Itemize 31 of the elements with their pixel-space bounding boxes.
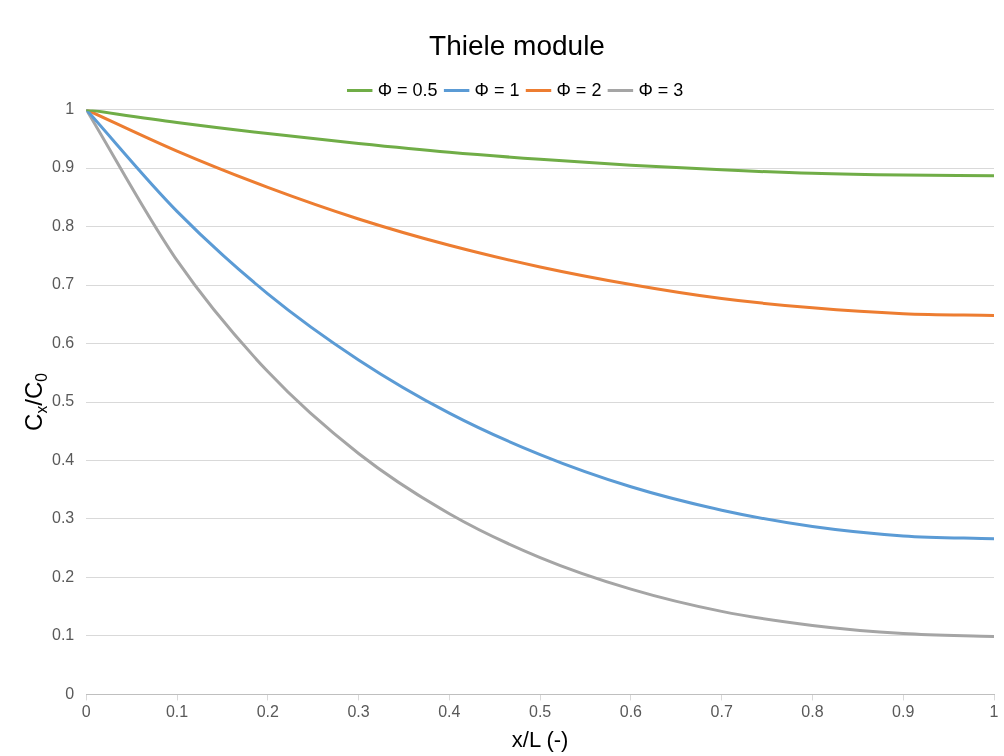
x-tick-label: 1 <box>989 703 999 721</box>
y-tick-label: 0.6 <box>51 333 75 351</box>
x-tick-label: 0.1 <box>165 703 189 721</box>
x-tick-label: 0.3 <box>347 703 370 721</box>
x-tick-label: 0.5 <box>529 703 552 721</box>
x-tick-label: 0.2 <box>256 703 280 721</box>
y-tick-label: 0.9 <box>51 158 75 176</box>
legend-label: Φ = 0.5 <box>377 79 438 100</box>
x-tick-label: 0.7 <box>710 703 733 721</box>
x-tick-label: 0.4 <box>438 703 461 721</box>
y-tick-label: 0.2 <box>51 567 75 585</box>
y-tick-label: 1 <box>65 100 75 118</box>
x-tick-label: 0.8 <box>801 703 824 721</box>
x-axis-title: x/L (-) <box>511 726 569 752</box>
legend-label: Φ = 3 <box>638 79 684 100</box>
line-series <box>86 109 994 541</box>
y-tick-label: 0 <box>65 684 75 702</box>
y-tick-label: 0.8 <box>51 216 75 234</box>
line-series <box>86 109 994 178</box>
y-axis-title: Cx/C0 <box>19 372 50 431</box>
y-tick-label: 0.1 <box>51 626 75 644</box>
y-tick-label: 0.3 <box>51 509 75 527</box>
y-tick-label: 0.7 <box>51 275 75 293</box>
y-tick-label: 0.4 <box>51 450 75 468</box>
x-tick-label: 0.9 <box>892 703 915 721</box>
x-tick-label: 0.6 <box>619 703 643 721</box>
legend-label: Φ = 2 <box>556 79 602 100</box>
y-tick-label: 0.5 <box>51 392 75 410</box>
chart-title: Thiele module <box>429 29 605 61</box>
x-tick-label: 0 <box>81 703 91 721</box>
legend-label: Φ = 1 <box>474 79 520 100</box>
